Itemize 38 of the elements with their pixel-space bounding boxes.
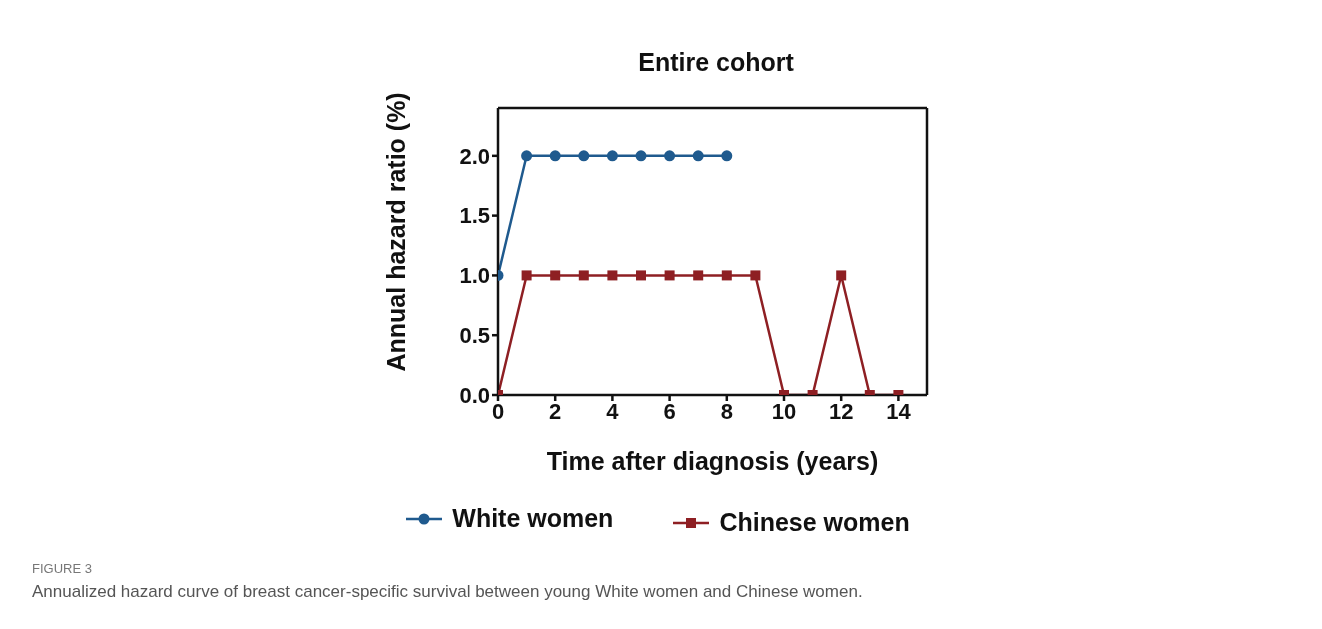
point	[664, 270, 675, 281]
point	[721, 150, 733, 162]
x-axis-title: Time after diagnosis (years)	[546, 447, 879, 475]
point	[607, 270, 618, 281]
y-axis-title: Annual hazard ratio (%)	[381, 92, 410, 372]
x-tick-label: 6	[663, 398, 676, 424]
caption: FIGURE 3	[32, 561, 93, 576]
x-tick-label: 8	[720, 398, 733, 424]
chart-title: Entire cohort	[637, 47, 795, 77]
point	[750, 270, 761, 281]
y-tick-label: 0.0	[459, 382, 490, 408]
legend-label: White women	[452, 504, 614, 533]
x-tick-label: 14	[886, 398, 912, 424]
x-tick-label: 4	[606, 398, 620, 424]
x-tick-label: 2	[549, 398, 562, 424]
point	[693, 270, 704, 281]
x-tick-label: 12	[828, 398, 854, 424]
point	[578, 270, 589, 281]
text: Annualized hazard curve of breast cancer-specific survival between young White women and Chinese women.	[32, 582, 864, 602]
y-tick-label: 2.0	[459, 143, 490, 169]
point	[550, 270, 561, 281]
point	[578, 150, 590, 162]
point	[635, 150, 647, 162]
point	[692, 150, 704, 162]
x-tick-label: 0	[491, 398, 505, 424]
y-tick-label: 0.5	[459, 323, 490, 349]
point	[636, 270, 646, 281]
point	[521, 270, 532, 281]
point	[521, 150, 533, 162]
y-tick-label: 1.0	[459, 263, 490, 289]
y-tick-label: 1.5	[459, 203, 490, 229]
point	[836, 270, 847, 281]
legend-label: Chinese women	[719, 508, 910, 537]
point	[664, 150, 676, 162]
point	[549, 150, 561, 162]
point	[721, 270, 732, 281]
point	[606, 150, 618, 162]
x-tick-label: 10	[771, 398, 797, 424]
